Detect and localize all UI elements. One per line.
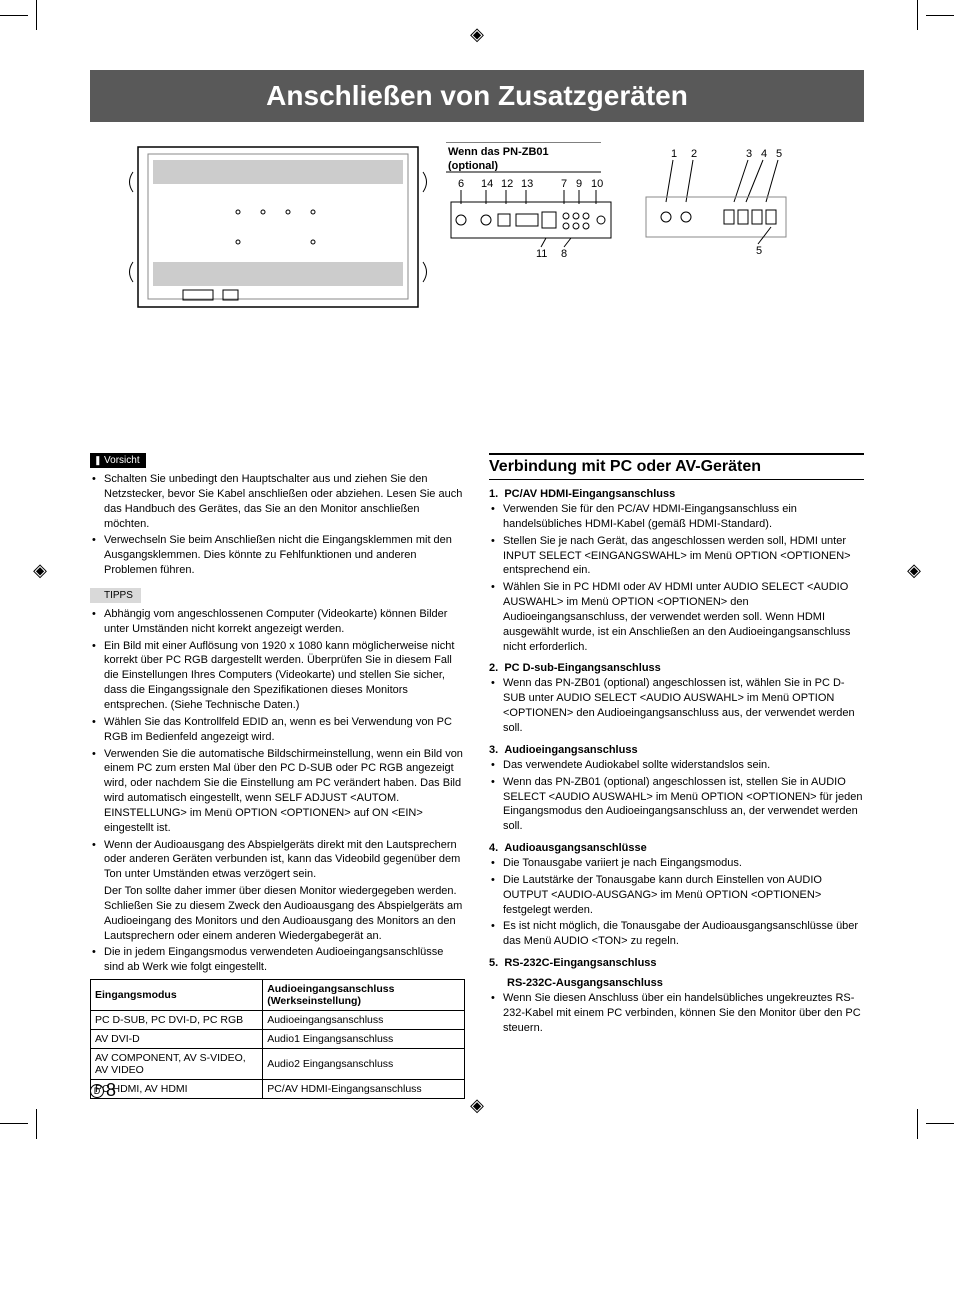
- list-item: Die Lautstärke der Tonausgabe kann durch…: [489, 873, 864, 918]
- tips-label: TIPPS: [90, 588, 141, 603]
- table-cell: Audioeingangsanschluss: [263, 1011, 465, 1030]
- tips-item: Verwenden Sie die automatische Bildschir…: [90, 747, 465, 836]
- numbered-heading: 1. PC/AV HDMI-Eingangsanschluss: [489, 488, 864, 500]
- table-cell: PC HDMI, AV HDMI: [91, 1080, 263, 1099]
- port-num: 14: [481, 178, 493, 190]
- port-num: 10: [591, 178, 603, 190]
- tips-item: Abhängig vom angeschlossenen Computer (V…: [90, 607, 465, 637]
- audio-input-table: Eingangsmodus Audioeingangsanschluss (We…: [90, 979, 465, 1099]
- connection-diagram: 1 2 3 4 5 5: [90, 142, 864, 435]
- list-item: Wenn Sie diesen Anschluss über ein hande…: [489, 991, 864, 1036]
- port-num: 9: [576, 178, 582, 190]
- port-num: 1: [671, 148, 677, 160]
- tips-item-extra: Der Ton sollte daher immer über diesen M…: [90, 884, 465, 943]
- table-cell: Audio1 Eingangsanschluss: [263, 1030, 465, 1049]
- list-item: Stellen Sie je nach Gerät, das angeschlo…: [489, 534, 864, 579]
- caution-item: Verwechseln Sie beim Anschließen nicht d…: [90, 533, 465, 578]
- tips-list-cont: Die in jedem Eingangsmodus verwendeten A…: [90, 945, 465, 975]
- numbered-heading: 5. RS-232C-Eingangsanschluss: [489, 957, 864, 969]
- page-number: D8: [90, 1080, 116, 1101]
- port-num: 5: [776, 148, 782, 160]
- list-item: Wenn das PN-ZB01 (optional) angeschlosse…: [489, 775, 864, 834]
- list-item: Wenn das PN-ZB01 (optional) angeschlosse…: [489, 676, 864, 735]
- monitor-back-illustration: [128, 142, 428, 332]
- numbered-heading-line2: RS-232C-Ausgangsanschluss: [489, 977, 864, 989]
- list-item: Verwenden Sie für den PC/AV HDMI-Eingang…: [489, 502, 864, 532]
- port-num: 3: [746, 148, 752, 160]
- list-item: Die Tonausgabe variiert je nach Eingangs…: [489, 856, 864, 871]
- port-num: 5: [756, 245, 762, 257]
- table-cell: AV COMPONENT, AV S-VIDEO, AV VIDEO: [91, 1049, 263, 1080]
- caution-label: Vorsicht: [90, 453, 146, 468]
- table-row: PC D-SUB, PC DVI-D, PC RGB Audioeingangs…: [91, 1011, 465, 1030]
- table-row: AV COMPONENT, AV S-VIDEO, AV VIDEO Audio…: [91, 1049, 465, 1080]
- section-heading: Verbindung mit PC oder AV-Geräten: [489, 453, 864, 480]
- table-cell: PC D-SUB, PC DVI-D, PC RGB: [91, 1011, 263, 1030]
- page-title: Anschließen von Zusatzgeräten: [90, 70, 864, 122]
- port-num: 6: [458, 178, 464, 190]
- tips-list: Abhängig vom angeschlossenen Computer (V…: [90, 607, 465, 882]
- port-callout-illustration: 1 2 3 4 5 5: [446, 142, 826, 432]
- tips-item: Wenn der Audioausgang des Abspielgeräts …: [90, 838, 465, 883]
- port-num: 2: [691, 148, 697, 160]
- list-item: Wählen Sie in PC HDMI oder AV HDMI unter…: [489, 580, 864, 654]
- numbered-heading: 3. Audioeingangsanschluss: [489, 744, 864, 756]
- lang-circle: D: [90, 1084, 104, 1098]
- port-num: 7: [561, 178, 567, 190]
- table-row: PC HDMI, AV HDMI PC/AV HDMI-Eingangsansc…: [91, 1080, 465, 1099]
- caution-item: Schalten Sie unbedingt den Hauptschalter…: [90, 472, 465, 531]
- tips-item: Ein Bild mit einer Auflösung von 1920 x …: [90, 639, 465, 713]
- optional-label-line1: Wenn das PN-ZB01 (optional): [448, 146, 549, 171]
- list-item: Das verwendete Audiokabel sollte widerst…: [489, 758, 864, 773]
- table-cell: Audio2 Eingangsanschluss: [263, 1049, 465, 1080]
- table-header: Audioeingangsanschluss (Werkseinstellung…: [263, 980, 465, 1011]
- list-item: Es ist nicht möglich, die Tonausgabe der…: [489, 919, 864, 949]
- tips-item: Wählen Sie das Kontrollfeld EDID an, wen…: [90, 715, 465, 745]
- table-row: AV DVI-D Audio1 Eingangsanschluss: [91, 1030, 465, 1049]
- port-num: 12: [501, 178, 513, 190]
- numbered-heading: 4. Audioausgangsanschlüsse: [489, 842, 864, 854]
- port-num: 13: [521, 178, 533, 190]
- right-column: Verbindung mit PC oder AV-Geräten 1. PC/…: [489, 453, 864, 1099]
- left-column: Vorsicht Schalten Sie unbedingt den Haup…: [90, 453, 465, 1099]
- table-cell: PC/AV HDMI-Eingangsanschluss: [263, 1080, 465, 1099]
- caution-list: Schalten Sie unbedingt den Hauptschalter…: [90, 472, 465, 578]
- tips-item: Die in jedem Eingangsmodus verwendeten A…: [90, 945, 465, 975]
- port-num: 4: [761, 148, 767, 160]
- table-cell: AV DVI-D: [91, 1030, 263, 1049]
- port-num: 8: [561, 248, 567, 260]
- numbered-heading: 2. PC D-sub-Eingangsanschluss: [489, 662, 864, 674]
- table-header: Eingangsmodus: [91, 980, 263, 1011]
- port-num: 11: [536, 248, 547, 260]
